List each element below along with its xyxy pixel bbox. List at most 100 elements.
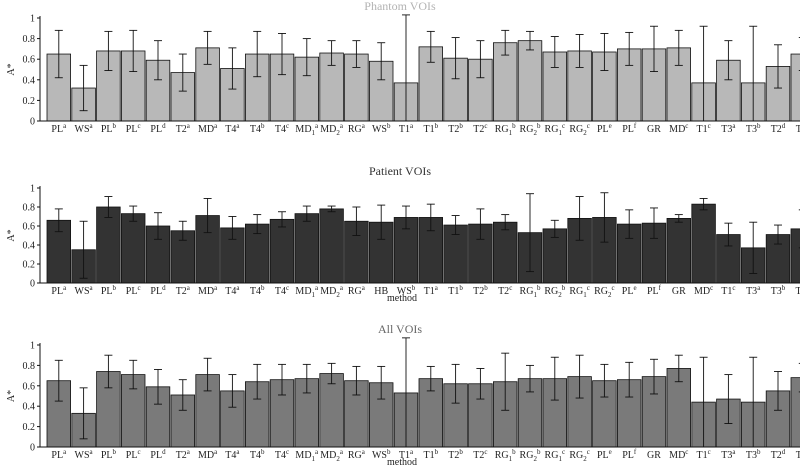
x-tick-label: PLe bbox=[622, 284, 637, 297]
x-tick-label: PLd bbox=[150, 284, 166, 297]
x-tick-label: RG1b bbox=[520, 284, 541, 299]
y-tick-label: 0.2 bbox=[23, 260, 36, 271]
x-tick-label: T3b bbox=[771, 284, 786, 297]
y-tick-label: 1 bbox=[30, 341, 35, 352]
x-tick-label: MDc bbox=[669, 448, 688, 461]
y-tick-label: 1 bbox=[30, 14, 35, 25]
chart-panel: All VOIs A* PLa WSa PLb PLc PLd T2a MDa T4a T4b T4c… bbox=[6, 322, 800, 468]
x-tick-label: T1c bbox=[696, 448, 710, 461]
x-tick-label: MD2a bbox=[320, 284, 344, 299]
y-tick-label: 0 bbox=[30, 117, 35, 128]
x-tick-label: WSa bbox=[75, 448, 94, 461]
x-tick-label: HB bbox=[374, 286, 388, 297]
x-tick-label: PLd bbox=[150, 448, 166, 461]
x-tick-label: RG1b bbox=[495, 122, 516, 137]
x-tick-label: RG2c bbox=[569, 122, 590, 137]
x-tick-label: PLb bbox=[101, 284, 117, 297]
x-tick-label: T2b bbox=[448, 448, 463, 461]
x-tick-label: GR bbox=[647, 450, 661, 461]
y-tick-label: 0.4 bbox=[23, 75, 36, 86]
y-tick-label: 0.2 bbox=[23, 422, 36, 433]
x-tick-label: T3b bbox=[746, 122, 761, 135]
x-tick-label: MDa bbox=[198, 448, 218, 461]
x-tick-label: WSb bbox=[397, 284, 416, 297]
x-axis-label: method bbox=[387, 293, 417, 304]
bar bbox=[121, 213, 146, 284]
x-tick-label: PLd bbox=[150, 122, 166, 135]
x-tick-label: RG1c bbox=[545, 122, 566, 137]
x-tick-label: T4a bbox=[225, 448, 240, 461]
x-tick-label: T4b bbox=[250, 122, 265, 135]
y-tick-label: 0.2 bbox=[23, 96, 36, 107]
y-tick-label: 0.8 bbox=[23, 361, 36, 372]
x-tick-label: PLc bbox=[126, 448, 141, 461]
x-tick-label: RGa bbox=[348, 284, 366, 297]
x-tick-label: MDa bbox=[198, 284, 218, 297]
x-tick-label: WSa bbox=[75, 284, 94, 297]
bar bbox=[691, 203, 716, 284]
x-tick-label: T4c bbox=[275, 122, 289, 135]
y-tick-label: 0.8 bbox=[23, 203, 36, 214]
x-tick-label: RGa bbox=[348, 448, 366, 461]
x-tick-label: PLa bbox=[51, 122, 67, 135]
x-tick-label: RG1c bbox=[545, 448, 566, 463]
x-tick-label: T1c bbox=[721, 284, 735, 297]
x-tick-label: PLa bbox=[51, 284, 67, 297]
x-tick-label: T4c bbox=[275, 448, 289, 461]
chart-title: Phantom VOIs bbox=[364, 0, 436, 13]
x-tick-label: T1b bbox=[448, 284, 463, 297]
x-tick-label: RG2c bbox=[569, 448, 590, 463]
y-tick-label: 0 bbox=[30, 279, 35, 290]
x-tick-label: RG1c bbox=[569, 284, 590, 299]
chart-title: All VOIs bbox=[378, 322, 422, 336]
chart-panel: Phantom VOIs A* PLa WSa PLb PLc PLd T2a MDa T4a T4… bbox=[6, 0, 800, 137]
x-tick-label: T2a bbox=[176, 122, 191, 135]
x-tick-label: T1b bbox=[423, 448, 438, 461]
x-tick-label: T4a bbox=[225, 122, 240, 135]
y-tick-label: 0.8 bbox=[23, 34, 36, 45]
x-tick-label: MD2a bbox=[320, 122, 344, 137]
bar bbox=[319, 208, 344, 284]
x-tick-label: PLb bbox=[101, 448, 117, 461]
bar bbox=[790, 228, 800, 284]
x-tick-label: MD1a bbox=[295, 284, 319, 299]
x-tick-label: RG2b bbox=[544, 284, 565, 299]
x-tick-label: T3b bbox=[746, 448, 761, 461]
x-tick-label: T2c bbox=[473, 448, 487, 461]
y-tick-label: 0.4 bbox=[23, 241, 36, 252]
y-tick-label: 1 bbox=[30, 184, 35, 195]
x-tick-label: T2b bbox=[473, 284, 488, 297]
x-tick-label: PLe bbox=[597, 448, 612, 461]
x-tick-label: MD2a bbox=[320, 448, 344, 463]
x-tick-label: MDc bbox=[694, 284, 713, 297]
x-tick-label: PLa bbox=[51, 448, 67, 461]
x-tick-label: GR bbox=[672, 286, 686, 297]
y-axis-label: A* bbox=[6, 229, 17, 241]
x-tick-label: RG2b bbox=[520, 122, 541, 137]
x-tick-label: MDc bbox=[669, 122, 688, 135]
x-tick-label: T1c bbox=[696, 122, 710, 135]
x-tick-label: MD1a bbox=[295, 448, 319, 463]
x-tick-label: T2a bbox=[176, 448, 191, 461]
x-tick-label: T3a bbox=[721, 122, 736, 135]
x-tick-label: PLf bbox=[647, 284, 662, 297]
x-tick-label: WSb bbox=[372, 122, 391, 135]
chart-title: Patient VOIs bbox=[369, 164, 431, 178]
x-tick-label: PLb bbox=[101, 122, 117, 135]
bar bbox=[790, 53, 800, 122]
x-tick-label: GR bbox=[647, 124, 661, 135]
y-tick-label: 0.6 bbox=[23, 55, 36, 66]
bar bbox=[517, 40, 543, 122]
x-tick-label: T2d bbox=[795, 284, 800, 297]
x-tick-label: T2c bbox=[498, 284, 512, 297]
bar bbox=[492, 221, 518, 284]
x-tick-label: T1a bbox=[399, 448, 414, 461]
x-tick-label: T3a bbox=[746, 284, 761, 297]
chart-panel: Patient VOIs A* PLa WSa PLb PLc PLd T2a MDa T4a T4… bbox=[6, 164, 800, 304]
x-tick-label: RG2c bbox=[594, 284, 615, 299]
x-tick-label: PLc bbox=[126, 122, 141, 135]
x-tick-label: T4a bbox=[225, 284, 240, 297]
y-tick-label: 0.4 bbox=[23, 402, 36, 413]
